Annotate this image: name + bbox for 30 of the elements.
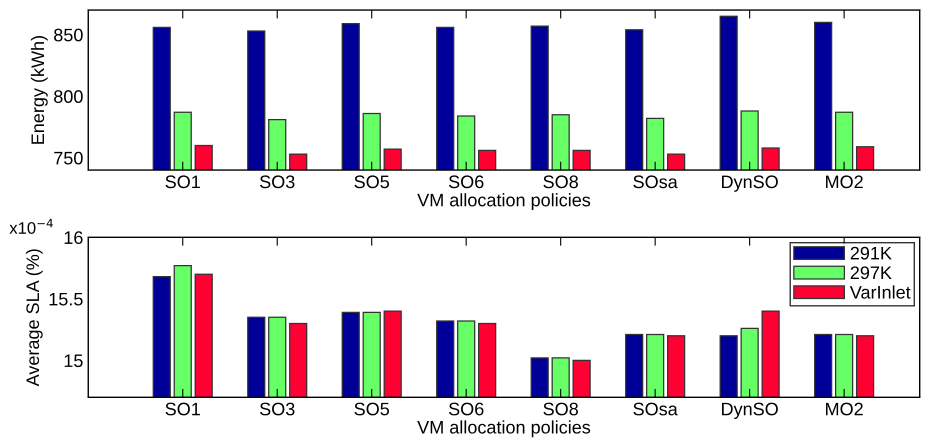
x-tick-label: DynSO [722, 402, 778, 419]
y-tick-label: 850 [54, 28, 83, 42]
y-tick-label: 15 [64, 354, 83, 368]
x-tick-label: MO2 [826, 402, 863, 416]
x-tick-label: SO6 [448, 402, 484, 416]
x-tick-label: SO1 [165, 175, 200, 188]
x-axis-title: VM allocation policies [417, 420, 590, 438]
x-tick-label: SO1 [165, 402, 200, 416]
legend-label: 297K [850, 266, 892, 280]
legend-label: VarInlet [850, 285, 911, 299]
y-tick-label: 800 [54, 90, 83, 103]
x-tick-label: SO3 [260, 175, 294, 188]
x-tick-label: SOsa [633, 402, 678, 416]
x-tick-label: MO2 [826, 175, 863, 188]
y-tick-label: 16 [64, 231, 83, 244]
y-tick-label: 15.5 [50, 292, 83, 306]
x-tick-label: SO8 [543, 402, 578, 416]
y-tick-label: 750 [54, 152, 83, 165]
legend-label: 291K [850, 246, 892, 260]
x-tick-label: SOsa [633, 175, 678, 188]
x-tick-label: SO6 [448, 175, 484, 188]
x-axis-title: VM allocation policies [417, 193, 590, 210]
x-tick-label: SO5 [354, 175, 390, 188]
y-axis-title: Average SLA (%) [26, 249, 43, 386]
x-tick-label: SO8 [543, 175, 578, 188]
x-tick-label: SO3 [260, 402, 294, 416]
x-tick-label: SO5 [354, 402, 390, 416]
y-axis-title: Energy (kWh) [30, 36, 48, 144]
x-tick-label: DynSO [722, 175, 778, 192]
text: x10$^{−4}$ [9, 218, 53, 234]
